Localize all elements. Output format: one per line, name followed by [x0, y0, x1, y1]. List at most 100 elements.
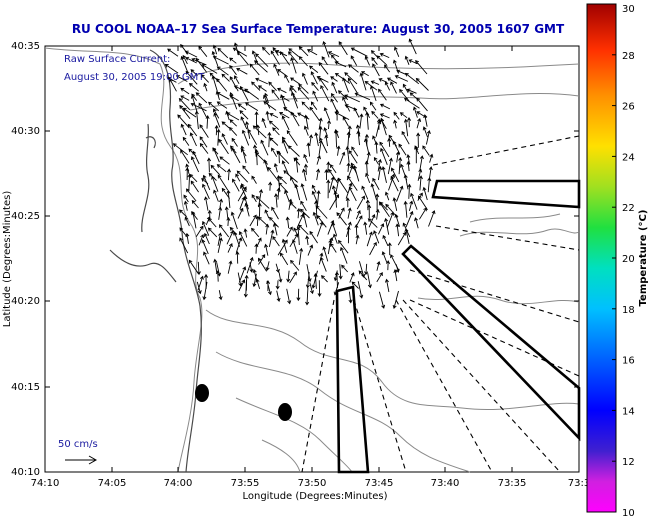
current-vector: [294, 156, 299, 173]
current-vector: [177, 114, 190, 129]
current-vector: [339, 246, 348, 264]
current-vector: [185, 70, 198, 85]
current-vector: [267, 166, 280, 182]
current-vector: [218, 198, 224, 208]
buoy-marker: [278, 403, 292, 421]
colorbar-tick-label: 20: [622, 254, 635, 265]
current-vector: [237, 272, 243, 287]
current-vector: [365, 199, 370, 211]
current-vector: [379, 113, 390, 119]
current-vector: [167, 48, 179, 57]
current-vector: [269, 112, 279, 118]
current-vector: [289, 271, 297, 284]
current-vector: [404, 55, 410, 65]
current-vector: [251, 227, 260, 238]
current-vector: [353, 107, 360, 118]
current-vector: [182, 107, 197, 118]
current-vector: [423, 114, 428, 127]
current-vector: [359, 113, 364, 129]
current-vector: [180, 95, 190, 101]
colorbar-tick-label: 14: [622, 406, 635, 417]
current-vector: [377, 165, 383, 181]
current-vector: [279, 111, 290, 119]
current-vector: [187, 173, 192, 192]
y-tick-label: 40:25: [11, 211, 40, 222]
current-vector: [238, 279, 246, 292]
current-vector: [240, 116, 248, 130]
current-vector: [379, 52, 390, 59]
current-vector: [258, 257, 267, 272]
current-vector: [180, 87, 190, 95]
current-vector: [378, 88, 387, 101]
current-vector: [321, 56, 328, 66]
y-tick-label: 40:15: [11, 382, 40, 393]
current-vector: [394, 213, 401, 227]
current-vector: [355, 124, 361, 137]
current-vector: [376, 272, 383, 283]
current-vector: [429, 153, 434, 163]
current-vector: [190, 156, 200, 173]
current-vector: [298, 56, 308, 67]
current-vector: [351, 281, 359, 289]
current-vector: [296, 207, 301, 219]
current-vector: [322, 246, 329, 262]
colorbar-tick-label: 12: [622, 457, 635, 468]
current-vector: [203, 232, 210, 245]
current-vector: [380, 117, 387, 136]
current-vector: [376, 260, 381, 271]
current-vector: [211, 75, 218, 92]
current-vector: [229, 119, 238, 127]
current-vector: [203, 251, 210, 265]
current-vector: [264, 92, 269, 104]
current-vector: [200, 74, 210, 83]
current-vector: [390, 81, 397, 94]
current-vector: [226, 230, 234, 245]
current-vector: [419, 155, 424, 172]
current-vector: [213, 258, 218, 274]
plot-area: 50 cm/s Raw Surface Current: August 30, …: [44, 38, 581, 474]
current-vector: [249, 63, 260, 76]
current-vector: [367, 273, 372, 289]
current-vector: [305, 235, 310, 246]
current-vector: [198, 102, 207, 118]
current-vector: [276, 290, 281, 302]
current-vector: [323, 107, 331, 121]
current-vector: [404, 72, 420, 85]
current-vector: [422, 126, 428, 138]
current-vector: [376, 55, 388, 66]
current-vector: [290, 77, 301, 85]
current-vector: [422, 186, 428, 201]
current-vector: [203, 82, 208, 92]
current-vector: [255, 196, 270, 209]
current-vector: [427, 177, 432, 193]
current-vector: [328, 168, 338, 183]
current-vector: [416, 132, 421, 148]
surface-current-vectors: [164, 38, 436, 309]
current-vector: [358, 270, 368, 281]
current-vector: [309, 106, 320, 122]
current-vector: [208, 101, 219, 112]
current-vector: [195, 225, 204, 237]
current-vector: [390, 167, 400, 183]
current-vector: [375, 120, 382, 137]
current-vector: [311, 81, 319, 91]
current-vector: [365, 111, 370, 130]
current-vector: [326, 179, 331, 199]
current-vector: [205, 115, 210, 129]
current-vector: [175, 75, 188, 82]
current-vector: [217, 237, 223, 253]
current-vector: [377, 158, 382, 172]
current-vector: [237, 186, 247, 202]
current-vector: [235, 237, 243, 253]
current-vector: [415, 60, 428, 75]
current-vector: [249, 214, 257, 227]
current-vector: [182, 136, 190, 146]
chart-title: RU COOL NOAA–17 Sea Surface Temperature:…: [72, 22, 565, 36]
current-vector: [219, 156, 230, 165]
current-vector: [218, 290, 223, 301]
current-vector: [330, 164, 337, 174]
current-vector: [374, 141, 379, 154]
current-vector: [363, 221, 368, 235]
current-vector: [257, 202, 262, 217]
current-vector: [241, 129, 250, 146]
